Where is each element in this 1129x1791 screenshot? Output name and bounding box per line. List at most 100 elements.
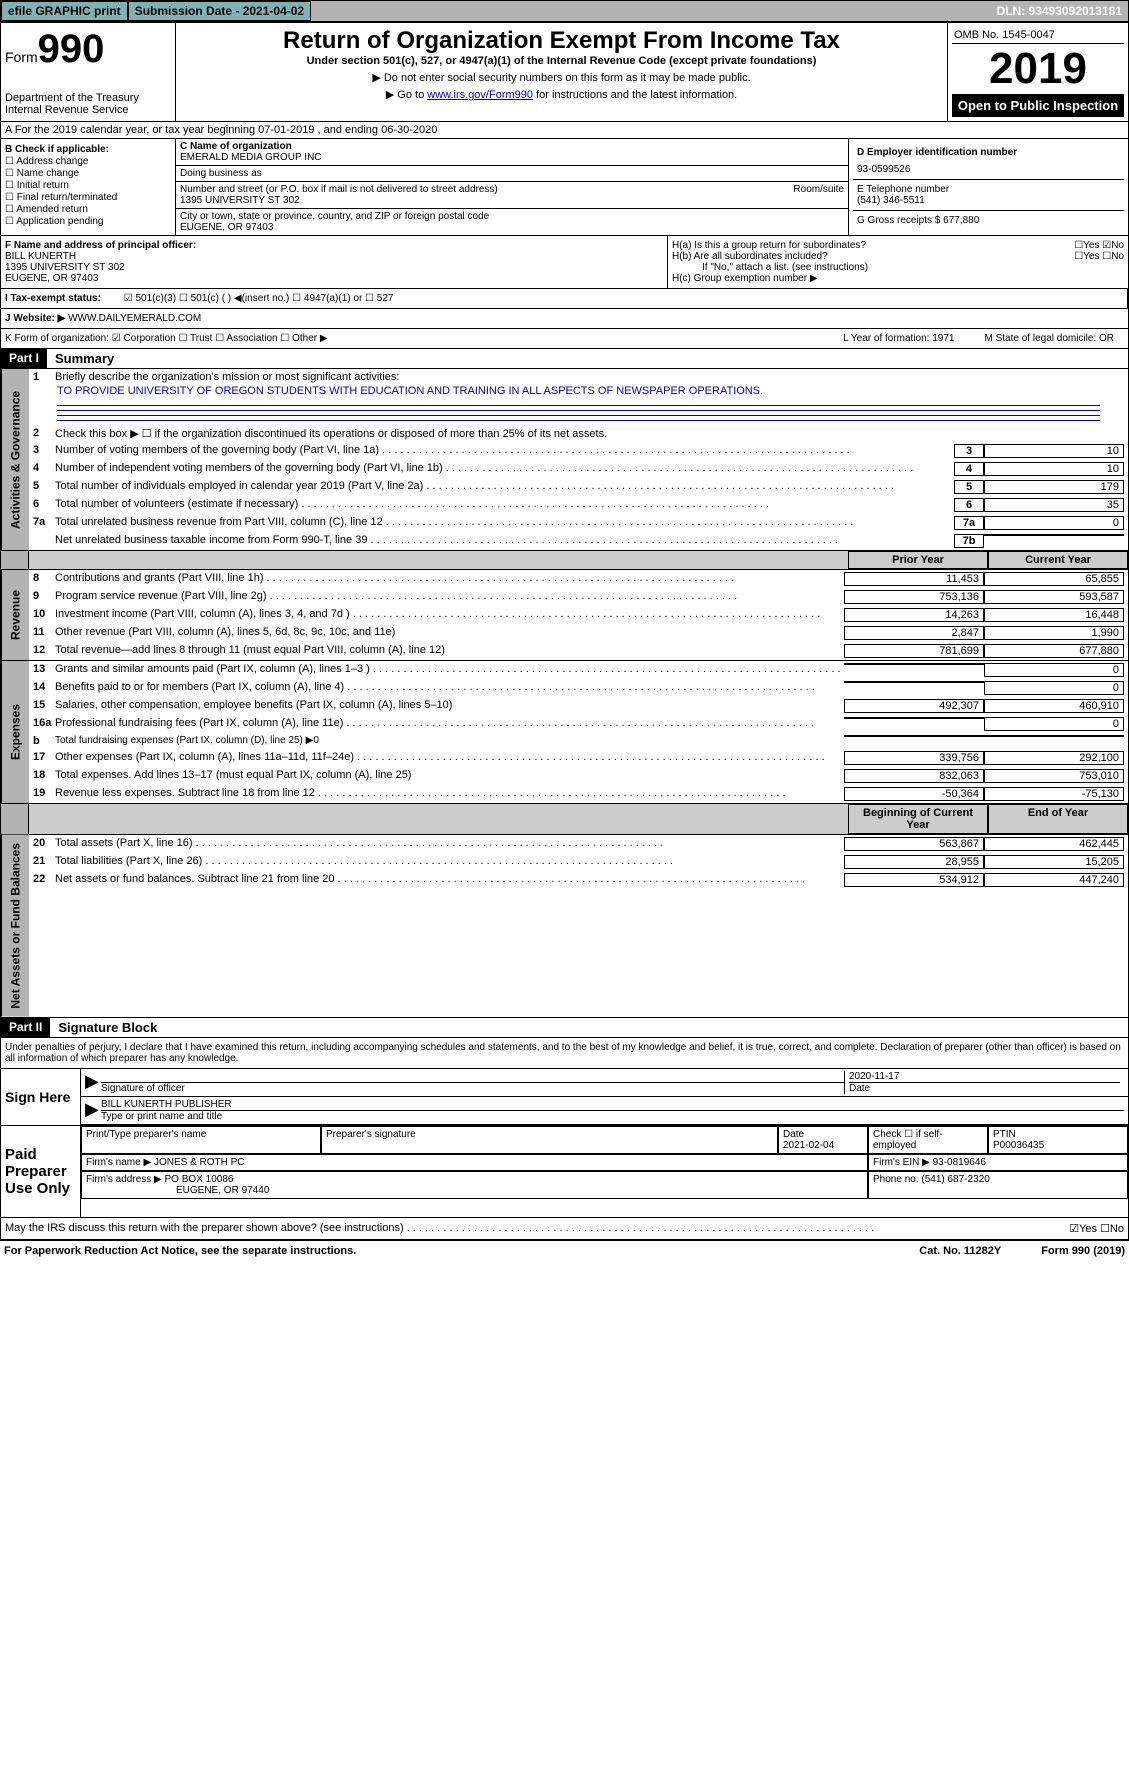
department: Department of the Treasury (5, 92, 171, 104)
l21: Total liabilities (Part X, line 26) (55, 855, 844, 867)
hdr-end-year: End of Year (988, 804, 1128, 834)
paid-preparer: Paid Preparer Use Only Print/Type prepar… (0, 1126, 1129, 1218)
l22: Net assets or fund balances. Subtract li… (55, 873, 844, 885)
website[interactable]: WWW.DAILYEMERALD.COM (68, 313, 201, 324)
l9cy: 593,587 (984, 590, 1124, 604)
l17cy: 292,100 (984, 751, 1124, 765)
ein-label: D Employer identification number (857, 147, 1120, 158)
b-opt[interactable]: ☐ Final return/terminated (5, 192, 171, 203)
name-label: Type or print name and title (101, 1110, 1124, 1122)
addr-label: Number and street (or P.O. box if mail i… (180, 184, 793, 195)
section-h: H(a) Is this a group return for subordin… (668, 236, 1128, 288)
b-opt[interactable]: ☐ Amended return (5, 204, 171, 215)
l18py: 832,063 (844, 769, 984, 783)
paid-label: Paid Preparer Use Only (1, 1126, 81, 1217)
firm-addr-label: Firm's address ▶ (86, 1174, 162, 1185)
hc-label: H(c) Group exemption number ▶ (672, 273, 1124, 284)
subtitle: Under section 501(c), 527, or 4947(a)(1)… (180, 55, 943, 67)
l14: Benefits paid to or for members (Part IX… (55, 681, 844, 693)
l8py: 11,453 (844, 572, 984, 586)
b-opt[interactable]: ☐ Application pending (5, 216, 171, 227)
discuss-answer[interactable]: ☑Yes ☐No (1069, 1222, 1124, 1235)
l20cy: 462,445 (984, 837, 1124, 851)
note-goto: ▶ Go to www.irs.gov/Form990 for instruct… (180, 88, 943, 101)
l4-val: 10 (984, 462, 1124, 476)
l16acy: 0 (984, 717, 1124, 731)
hdr-beg-year: Beginning of Current Year (848, 804, 988, 834)
part2-title: Signature Block (50, 1018, 165, 1037)
org-name: EMERALD MEDIA GROUP INC (180, 152, 844, 163)
ha-answer[interactable]: ☐Yes ☑No (1074, 240, 1124, 251)
b-opt[interactable]: ☐ Address change (5, 156, 171, 167)
top-bar: efile GRAPHIC print Submission Date - 20… (0, 0, 1129, 22)
l15cy: 460,910 (984, 699, 1124, 713)
l2-text[interactable]: Check this box ▶ ☐ if the organization d… (55, 427, 1124, 440)
part1-bar: Part I (1, 349, 47, 368)
part2-bar: Part II (1, 1018, 50, 1037)
i-label: I Tax-exempt status: (5, 293, 101, 304)
footer: For Paperwork Reduction Act Notice, see … (0, 1240, 1129, 1261)
tax-exempt-opts[interactable]: ☑ 501(c)(3) ☐ 501(c) ( ) ◀(insert no.) ☐… (124, 293, 394, 304)
org-city: EUGENE, OR 97403 (180, 222, 844, 233)
l8cy: 65,855 (984, 572, 1124, 586)
arrow-icon: ▶ (85, 1071, 101, 1094)
l9: Program service revenue (Part VIII, line… (55, 590, 844, 602)
l11cy: 1,990 (984, 626, 1124, 640)
form-word: Form (5, 49, 38, 65)
hb-label: H(b) Are all subordinates included? (672, 251, 1074, 262)
dba-label: Doing business as (176, 166, 848, 182)
l-year-formation: L Year of formation: 1971 (823, 333, 974, 344)
ptin: P00036435 (993, 1140, 1044, 1151)
l14py (844, 681, 984, 683)
sign-here: Sign Here ▶ Signature of officer 2020-11… (0, 1069, 1129, 1126)
l10py: 14,263 (844, 608, 984, 622)
b-opt[interactable]: ☐ Name change (5, 168, 171, 179)
open-to-public: Open to Public Inspection (952, 94, 1124, 117)
firm-phone: Phone no. (541) 687-2320 (868, 1171, 1128, 1199)
section-fh: F Name and address of principal officer:… (0, 236, 1129, 289)
l9py: 753,136 (844, 590, 984, 604)
l19: Revenue less expenses. Subtract line 18 … (55, 787, 844, 799)
l18: Total expenses. Add lines 13–17 (must eq… (55, 769, 844, 781)
b-opt[interactable]: ☐ Initial return (5, 180, 171, 191)
vtab-expenses: Expenses (1, 661, 29, 803)
section-j: J Website: ▶ WWW.DAILYEMERALD.COM (0, 309, 1129, 329)
tax-year: 2019 (952, 44, 1124, 94)
efile-print-button[interactable]: efile GRAPHIC print (1, 1, 128, 21)
sig-officer-label: Signature of officer (101, 1082, 844, 1094)
note-ssn: ▶ Do not enter social security numbers o… (180, 71, 943, 84)
firm-name-label: Firm's name ▶ (86, 1157, 151, 1168)
firm-name: JONES & ROTH PC (154, 1157, 245, 1168)
self-employed[interactable]: Check ☐ if self-employed (868, 1126, 988, 1154)
l3-text: Number of voting members of the governin… (55, 444, 950, 456)
k-form-org[interactable]: K Form of organization: ☑ Corporation ☐ … (5, 333, 328, 344)
hb-answer[interactable]: ☐Yes ☐No (1074, 251, 1124, 262)
submission-date: Submission Date - 2021-04-02 (128, 1, 311, 21)
section-a: A For the 2019 calendar year, or tax yea… (0, 122, 1129, 139)
revenue-header-row: Prior Year Current Year (0, 551, 1129, 570)
l20py: 563,867 (844, 837, 984, 851)
l8: Contributions and grants (Part VIII, lin… (55, 572, 844, 584)
l17: Other expenses (Part IX, column (A), lin… (55, 751, 844, 763)
officer-name: BILL KUNERTH (5, 251, 663, 262)
form-ref: Form 990 (2019) (1041, 1245, 1125, 1257)
sign-here-label: Sign Here (1, 1069, 81, 1125)
l19cy: -75,130 (984, 787, 1124, 801)
arrow-icon: ▶ (85, 1099, 101, 1122)
l3-val: 10 (984, 444, 1124, 458)
l7a-val: 0 (984, 516, 1124, 530)
telephone: (541) 346-5511 (857, 195, 1120, 206)
prep-sig-label: Preparer's signature (321, 1126, 778, 1154)
l15py: 492,307 (844, 699, 984, 713)
part1-header: Part I Summary (0, 349, 1129, 369)
firm-addr1: PO BOX 10086 (165, 1174, 234, 1185)
revenue-section: Revenue 8Contributions and grants (Part … (0, 570, 1129, 661)
dln: DLN: 93493092013181 (991, 2, 1128, 20)
irs-link[interactable]: www.irs.gov/Form990 (427, 89, 533, 101)
j-label: J Website: ▶ (5, 313, 65, 324)
l19py: -50,364 (844, 787, 984, 801)
l17py: 339,756 (844, 751, 984, 765)
org-address: 1395 UNIVERSITY ST 302 (180, 195, 844, 206)
l12cy: 677,880 (984, 644, 1124, 658)
vtab-governance: Activities & Governance (1, 369, 29, 550)
